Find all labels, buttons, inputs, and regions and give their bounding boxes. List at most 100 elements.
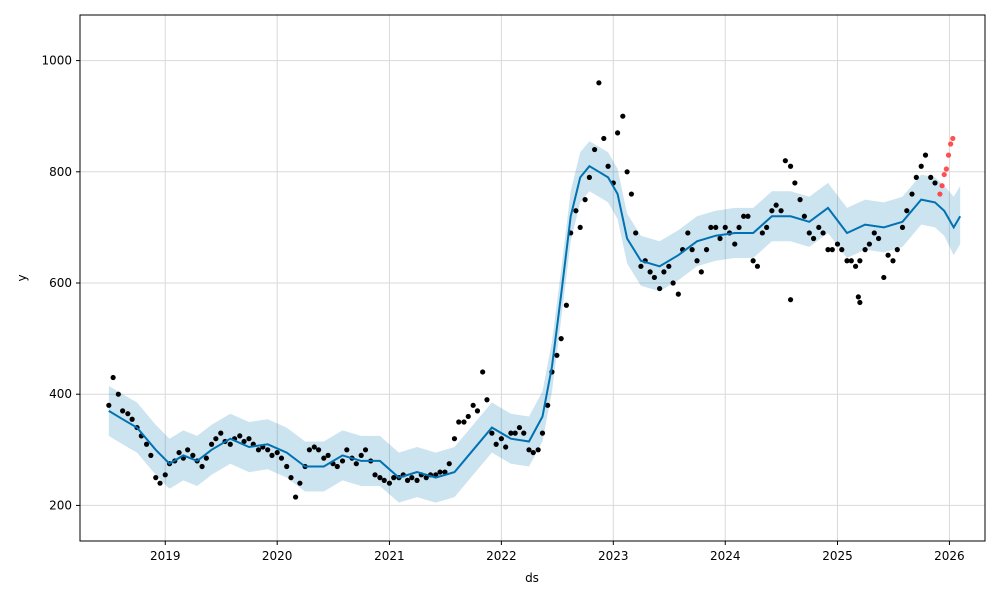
observed-point <box>377 475 383 481</box>
observed-point <box>741 213 747 219</box>
future-actual-point <box>948 141 954 147</box>
observed-point <box>750 258 756 264</box>
observed-point <box>362 447 369 453</box>
observed-point <box>904 208 910 214</box>
observed-point <box>624 169 630 175</box>
observed-point <box>446 461 452 467</box>
observed-point <box>577 224 583 231</box>
y-tick-label: 400 <box>49 387 72 401</box>
observed-outlier-point <box>787 297 794 303</box>
observed-point <box>115 391 121 397</box>
observed-point <box>633 230 639 236</box>
observed-point <box>713 224 719 231</box>
observed-point <box>717 235 723 242</box>
observed-point <box>213 436 219 442</box>
observed-point <box>651 274 658 281</box>
observed-point <box>694 258 700 264</box>
observed-point <box>372 472 378 478</box>
observed-point <box>535 447 541 453</box>
observed-point <box>806 230 812 236</box>
observed-point <box>321 455 327 461</box>
observed-point <box>545 402 551 408</box>
observed-point <box>820 230 826 236</box>
observed-point <box>292 494 299 500</box>
observed-point <box>582 197 588 203</box>
observed-point <box>601 135 607 142</box>
observed-point <box>596 80 602 86</box>
observed-point <box>932 180 938 186</box>
observed-point <box>442 469 448 475</box>
observed-point <box>563 302 569 308</box>
observed-point <box>489 430 495 436</box>
observed-point <box>732 241 738 247</box>
observed-point <box>857 258 863 264</box>
observed-point <box>269 452 275 458</box>
uncertainty-band <box>108 141 961 503</box>
observed-point <box>801 213 807 219</box>
x-tick-label: 2026 <box>934 549 965 563</box>
observed-point <box>106 402 112 408</box>
observed-point <box>899 224 906 231</box>
observed-point <box>573 208 579 214</box>
observed-point <box>736 224 742 231</box>
observed-point <box>129 416 135 422</box>
observed-point <box>297 480 303 486</box>
observed-point <box>745 213 751 219</box>
future-actual-points <box>937 135 956 197</box>
observed-point <box>928 174 934 180</box>
observed-point <box>708 224 714 231</box>
grid-lines <box>80 15 985 541</box>
observed-point <box>433 472 439 478</box>
x-tick-label: 2025 <box>822 549 853 563</box>
future-actual-point <box>941 171 947 178</box>
observed-point <box>530 449 536 456</box>
observed-point <box>894 247 900 253</box>
observed-point <box>848 258 854 264</box>
forecast-line <box>108 164 962 479</box>
observed-point <box>764 224 770 231</box>
observed-point <box>834 241 841 247</box>
observed-point <box>620 113 626 119</box>
observed-point <box>274 449 280 456</box>
x-tick-label: 2019 <box>150 549 181 563</box>
observed-point <box>769 208 775 214</box>
observed-point <box>871 230 877 236</box>
x-tick-label: 2022 <box>486 549 517 563</box>
observed-point <box>638 263 644 269</box>
observed-point <box>816 224 822 231</box>
observed-point <box>125 411 131 417</box>
observed-point <box>288 475 294 481</box>
observed-point <box>782 158 788 164</box>
observed-point <box>829 247 835 253</box>
observed-point <box>227 441 233 447</box>
observed-point <box>423 475 429 481</box>
observed-point <box>526 447 532 453</box>
observed-point <box>759 230 765 236</box>
observed-point <box>554 352 560 358</box>
observed-point <box>120 408 126 414</box>
observed-point <box>353 461 359 467</box>
observed-point <box>484 397 490 403</box>
observed-point <box>110 374 116 381</box>
observed-point <box>386 480 393 486</box>
observed-point <box>586 174 592 180</box>
observed-point <box>334 463 340 470</box>
observed-point <box>153 475 159 481</box>
observed-point <box>754 263 761 269</box>
observed-point <box>498 436 504 442</box>
observed-point <box>409 475 415 481</box>
observed-point <box>311 444 317 450</box>
future-actual-point <box>937 191 943 197</box>
observed-point <box>461 419 467 425</box>
observed-point <box>199 463 205 470</box>
observed-point <box>657 285 663 292</box>
observed-point <box>852 263 859 269</box>
observed-point <box>503 444 509 450</box>
observed-point <box>661 269 667 275</box>
observed-point <box>792 180 798 186</box>
observed-outlier-point <box>855 294 861 300</box>
observed-point <box>615 130 621 136</box>
observed-point <box>306 447 312 453</box>
observed-point <box>918 163 924 169</box>
